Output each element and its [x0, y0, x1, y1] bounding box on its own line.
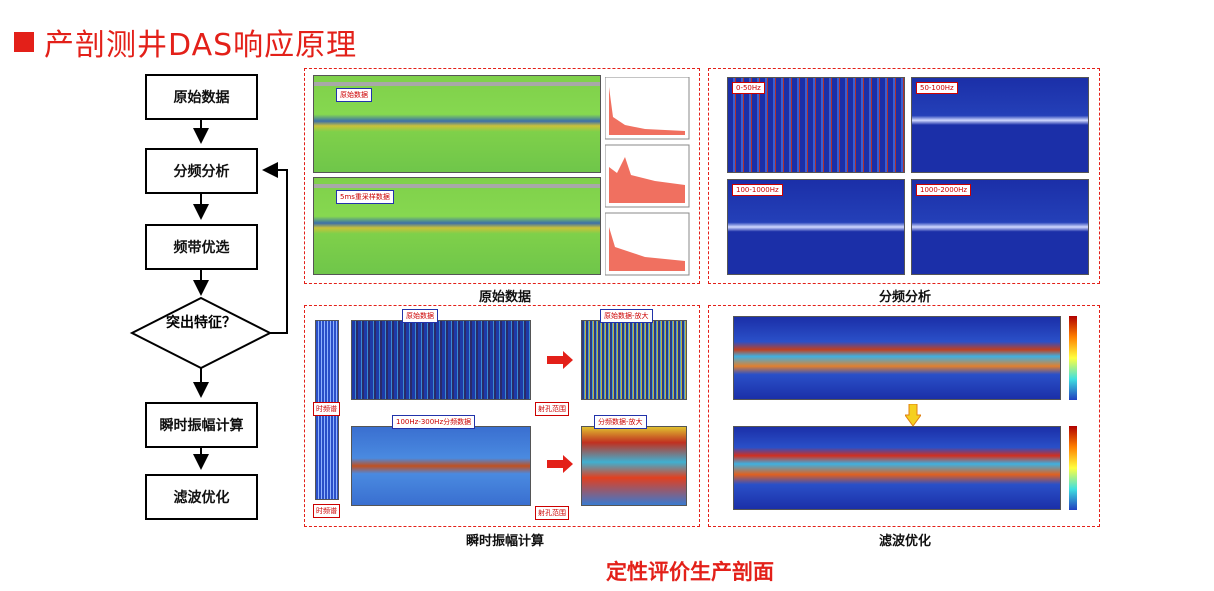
raw-spectrum-plots [605, 77, 690, 276]
flow-step-filter-optimization: 滤波优化 [145, 474, 258, 520]
caption-instant-amplitude: 瞬时振幅计算 [465, 534, 544, 549]
amp-heatmap-top: 原始数据 [351, 309, 531, 400]
flow-step-frequency-analysis: 分频分析 [145, 148, 258, 194]
spectrum-label-top: 时频谱 [313, 402, 340, 416]
spectrum-label-bottom: 时频谱 [313, 504, 340, 518]
band-heatmap-1: 0-50Hz [727, 77, 905, 173]
band-heatmap-2: 50-100Hz [911, 77, 1089, 173]
flow-decision-label: 突出特征？ [166, 315, 236, 331]
bullet-square-icon [14, 32, 34, 52]
arrow-right-icon-top [547, 351, 573, 369]
caption-filter-optimization: 滤波优化 [878, 534, 931, 549]
amp-zoom-bottom: 分频数据-放大 [581, 415, 687, 506]
caption-raw-data: 原始数据 [478, 290, 531, 305]
band-label-2: 50-100Hz [916, 82, 958, 94]
flow-step-raw-data: 原始数据 [145, 74, 258, 120]
amp-label-top-zoom: 原始数据-放大 [600, 309, 653, 323]
colorbar-bottom [1069, 426, 1077, 510]
flow-step-instant-amplitude: 瞬时振幅计算 [145, 402, 258, 448]
band-heatmap-3: 100-1000Hz [727, 179, 905, 275]
perf-label-bottom: 射孔范围 [535, 506, 569, 520]
filter-heatmap-bottom [733, 426, 1061, 510]
band-heatmap-4: 1000-2000Hz [911, 179, 1089, 275]
amp-label-top-main: 原始数据 [402, 309, 438, 323]
band-label-1: 0-50Hz [732, 82, 765, 94]
band-label-3: 100-1000Hz [732, 184, 783, 196]
colorbar-top [1069, 316, 1077, 400]
arrow-right-icon-bottom [547, 455, 573, 473]
raw-label-top: 原始数据 [336, 88, 372, 102]
amp-heatmap-bottom: 100Hz-300Hz分频数据 [351, 415, 531, 506]
flowchart-connectors [129, 118, 288, 470]
panel-frequency-analysis: 0-50Hz 50-100Hz 100-1000Hz 1000-2000Hz [708, 68, 1100, 284]
conclusion-text: 定性评价生产剖面 [606, 560, 774, 584]
amp-label-bottom-zoom: 分频数据-放大 [594, 415, 647, 429]
panel-filter-optimization [708, 305, 1100, 527]
decision-diamond [129, 296, 273, 370]
filter-heatmap-top [733, 316, 1061, 400]
band-label-4: 1000-2000Hz [916, 184, 972, 196]
panel-raw-data: 原始数据 5ms重采样数据 [304, 68, 700, 284]
caption-frequency-analysis: 分频分析 [878, 290, 931, 305]
raw-heatmap-top: 原始数据 [313, 75, 601, 173]
amp-zoom-top: 原始数据-放大 [581, 309, 687, 400]
raw-label-bottom: 5ms重采样数据 [336, 190, 394, 204]
panel-instant-amplitude: 时频谱 时频谱 原始数据 100Hz-300Hz分频数据 原始数据-放大 分频数… [304, 305, 700, 527]
page-title: 产剖测井DAS响应原理 [14, 20, 357, 64]
arrow-down-icon [905, 404, 921, 426]
amp-label-bottom-main: 100Hz-300Hz分频数据 [392, 415, 476, 429]
flow-step-band-selection: 频带优选 [145, 224, 258, 270]
perf-label-top: 射孔范围 [535, 402, 569, 416]
raw-heatmap-bottom: 5ms重采样数据 [313, 177, 601, 275]
